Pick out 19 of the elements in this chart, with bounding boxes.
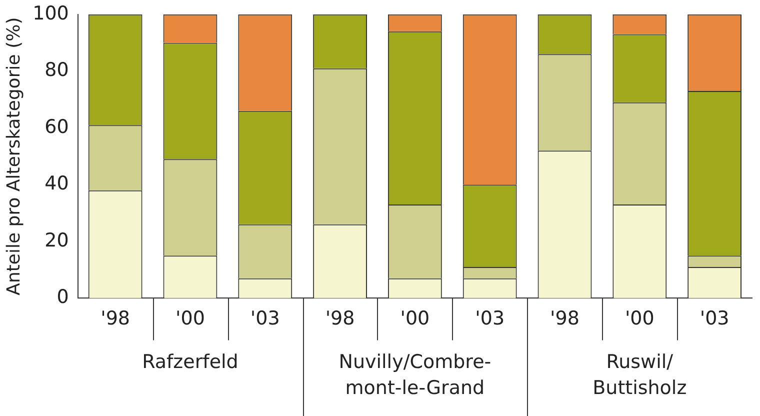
x-tick-label: '98 xyxy=(550,308,580,330)
x-tick-label: '03 xyxy=(250,308,280,330)
x-tick-label: '03 xyxy=(475,308,505,330)
x-tick-label: '00 xyxy=(176,308,205,330)
y-tick-label: 20 xyxy=(44,229,69,252)
x-tick-label: '00 xyxy=(400,308,430,330)
x-tick-label: '03 xyxy=(700,308,730,330)
y-axis-title: Anteile pro Alterskategorie (%) xyxy=(3,17,24,296)
y-tick-label: 60 xyxy=(44,116,69,138)
text: Rafzerfeld xyxy=(142,351,238,374)
x-tick-label: '98 xyxy=(100,308,130,330)
y-tick-label: 100 xyxy=(32,2,69,24)
y-tick-label: 40 xyxy=(44,172,69,195)
text: Nuvilly/Combre- mont-le-Grand xyxy=(338,351,492,400)
x-tick-label: '00 xyxy=(624,308,654,330)
y-tick-label: 80 xyxy=(44,59,69,82)
x-tick-label: '98 xyxy=(325,308,355,330)
text: Ruswil/ Buttisholz xyxy=(592,351,687,400)
y-tick-label: 0 xyxy=(56,286,69,308)
